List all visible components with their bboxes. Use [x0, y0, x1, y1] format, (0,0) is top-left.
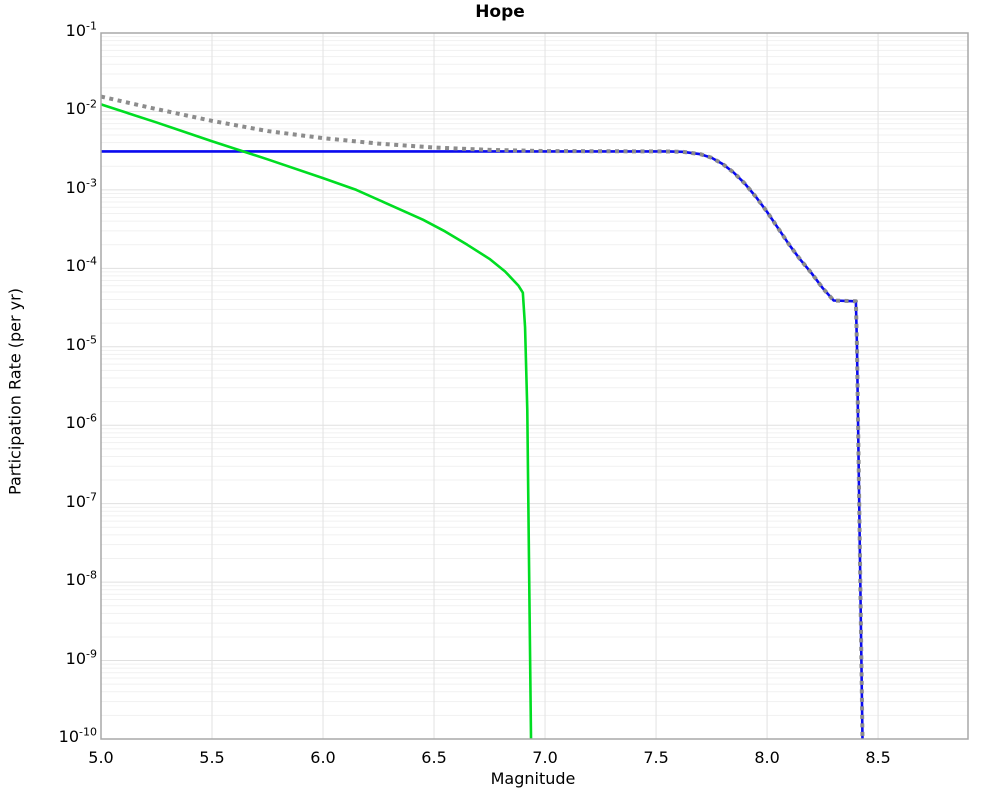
y-tick-label: 10-5 — [65, 333, 97, 354]
y-tick-label: 10-10 — [58, 725, 97, 746]
y-tick-label: 10-1 — [65, 19, 97, 40]
x-tick-label: 5.5 — [199, 748, 225, 767]
x-tick-label: 7.0 — [532, 748, 558, 767]
y-tick-label: 10-9 — [65, 647, 97, 668]
green-solid-line — [101, 103, 533, 739]
axes-frame — [100, 32, 969, 740]
x-tick-label: 6.5 — [421, 748, 447, 767]
x-axis-label: Magnitude — [490, 769, 576, 788]
y-tick-label: 10-6 — [65, 411, 97, 433]
x-tick-label: 6.0 — [310, 748, 336, 767]
blue-solid-line — [101, 150, 864, 739]
x-tick-label: 8.0 — [754, 748, 780, 767]
chart-title: Hope — [475, 2, 525, 22]
y-axis-label: Participation Rate (per yr) — [5, 288, 25, 495]
y-tick-label: 10-2 — [65, 98, 97, 119]
y-tick-label: 10-8 — [65, 568, 97, 590]
y-tick-label: 10-3 — [65, 176, 97, 197]
y-tick-label: 10-4 — [65, 255, 97, 276]
y-tick-label: 10-7 — [65, 490, 97, 511]
x-tick-label: 7.5 — [643, 748, 669, 767]
x-tick-label: 8.5 — [865, 748, 891, 767]
x-tick-label: 5.0 — [88, 748, 114, 767]
